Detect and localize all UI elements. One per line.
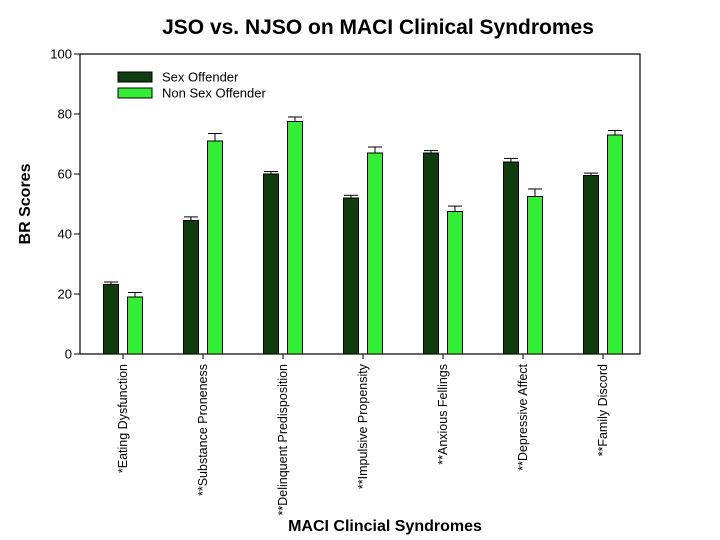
bar-non-sex-offender [127,296,143,355]
x-category-label: **Impulsive Propensity [356,363,370,489]
y-tick-label: 40 [58,227,72,242]
legend-label-sex-offender: Sex Offender [162,70,239,85]
plot-area: 0 20 40 60 80 100 *Eating Dysfunction **Substan… [50,47,641,516]
bar-sex-offender [343,197,359,355]
x-category-label: **Delinquent Predisposition [276,364,290,516]
bar-non-sex-offender [527,196,543,355]
x-category-label: **Depressive Affect [516,363,530,470]
bar-sex-offender [583,175,599,355]
legend-swatch-sex-offender [117,71,153,83]
bar-non-sex-offender [367,152,383,355]
bar-sex-offender [423,152,439,355]
plot-frame [79,53,641,355]
x-category-label: **Substance Proneness [196,364,210,496]
x-category-label: **Anxious Fellings [436,364,450,465]
legend-label-non-sex-offender: Non Sex Offender [162,86,266,101]
bar-non-sex-offender [207,140,223,355]
x-axis-title: MACI Clincial Syndromes [288,518,482,535]
bar-sex-offender [183,220,199,355]
bar-non-sex-offender [287,121,303,355]
bar-sex-offender [263,173,279,355]
bar-sex-offender [503,161,519,355]
y-tick-label: 100 [50,47,72,62]
x-category-label: *Eating Dysfunction [116,364,130,473]
legend-swatch-non-sex-offender [117,87,153,99]
x-category-label: **Family Discord [596,364,610,456]
y-tick-label: 0 [65,347,72,362]
bar-non-sex-offender [447,211,463,355]
bar-sex-offender [103,283,119,355]
y-tick-label: 20 [58,287,72,302]
chart-title: JSO vs. NJSO on MACI Clinical Syndromes [162,16,594,39]
bar-non-sex-offender [607,134,623,355]
y-tick-label: 60 [58,167,72,182]
y-axis-title: BR Scores [17,163,34,244]
y-tick-label: 80 [58,107,72,122]
